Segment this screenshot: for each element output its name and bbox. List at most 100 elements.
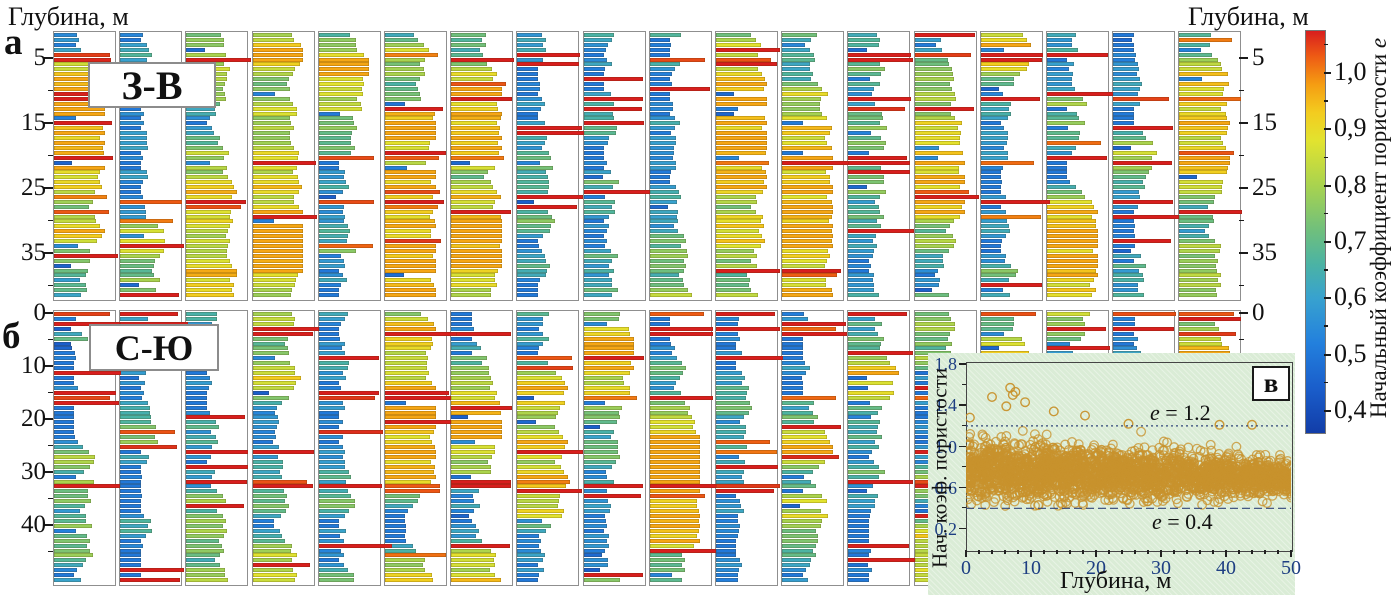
porosity-bar <box>385 331 457 336</box>
porosity-bar <box>318 234 349 239</box>
porosity-bar <box>120 57 147 62</box>
porosity-bar <box>1113 194 1140 199</box>
porosity-bar <box>649 116 675 121</box>
porosity-bar <box>451 273 496 278</box>
porosity-bar <box>649 558 685 563</box>
porosity-bar <box>451 175 484 180</box>
porosity-bar <box>318 219 344 224</box>
porosity-bar <box>54 489 89 494</box>
porosity-bar <box>980 96 1040 101</box>
colorbar-tick-label: 1,0 <box>1334 57 1367 86</box>
porosity-bar <box>186 293 235 298</box>
porosity-bar <box>186 449 248 454</box>
porosity-bar <box>54 425 75 430</box>
porosity-bar <box>649 361 682 366</box>
porosity-bar <box>120 37 141 42</box>
porosity-bar <box>649 47 671 52</box>
porosity-bar <box>517 57 543 62</box>
porosity-bar <box>716 150 766 155</box>
porosity-bar <box>716 82 767 87</box>
porosity-bar <box>782 136 825 141</box>
porosity-bar <box>914 268 939 273</box>
porosity-bar <box>782 214 833 219</box>
porosity-bar <box>649 548 717 553</box>
porosity-bar <box>252 253 304 258</box>
porosity-bar <box>848 459 875 464</box>
porosity-bar <box>120 312 178 316</box>
porosity-bar <box>1113 160 1172 165</box>
porosity-bar <box>716 563 742 568</box>
porosity-bar <box>914 331 950 336</box>
porosity-bar <box>716 140 767 145</box>
porosity-bar <box>1113 52 1137 57</box>
porosity-bar <box>186 371 207 376</box>
porosity-bar <box>716 469 745 474</box>
porosity-bar <box>1047 253 1098 258</box>
porosity-bar <box>451 518 472 523</box>
porosity-bar <box>980 91 1004 96</box>
porosity-bar <box>914 430 939 435</box>
porosity-bar <box>649 209 678 214</box>
porosity-bar <box>186 558 216 563</box>
porosity-bar <box>318 244 373 249</box>
porosity-bar <box>54 405 75 410</box>
porosity-bar <box>848 57 913 62</box>
porosity-bar <box>120 165 141 170</box>
porosity-bar <box>1113 321 1136 326</box>
porosity-bar <box>252 390 270 395</box>
porosity-bar <box>385 121 436 126</box>
porosity-bar <box>451 321 472 326</box>
porosity-bar <box>517 248 543 253</box>
porosity-bar <box>782 42 806 47</box>
porosity-bar <box>120 263 155 268</box>
porosity-bar <box>848 351 913 356</box>
porosity-bar <box>186 42 224 47</box>
porosity-bar <box>1179 77 1202 82</box>
porosity-bar <box>649 214 677 219</box>
ref-line-e-symbol: e <box>1152 509 1162 534</box>
porosity-bar <box>583 175 603 180</box>
porosity-bar <box>583 91 611 96</box>
porosity-bar <box>451 219 502 224</box>
porosity-bar <box>716 209 756 214</box>
porosity-bar <box>385 180 432 185</box>
porosity-bar <box>120 33 143 37</box>
porosity-bar <box>451 430 502 435</box>
porosity-bar <box>583 258 613 263</box>
porosity-bar <box>517 131 584 136</box>
porosity-bar <box>1113 336 1138 341</box>
porosity-bar <box>848 312 907 316</box>
colorbar-tick <box>1324 184 1331 187</box>
porosity-bar <box>782 326 836 331</box>
porosity-bar <box>517 390 565 395</box>
porosity-bar <box>120 131 147 136</box>
porosity-bar <box>318 563 344 568</box>
porosity-bar <box>54 578 82 583</box>
porosity-bar <box>716 479 744 484</box>
porosity-bar <box>186 224 231 229</box>
porosity-bar <box>716 538 737 543</box>
porosity-bar <box>716 165 762 170</box>
porosity-bar <box>318 410 340 415</box>
porosity-bar <box>517 331 543 336</box>
porosity-bar <box>848 293 879 298</box>
porosity-bar <box>451 504 480 509</box>
porosity-bar <box>517 111 538 116</box>
porosity-bar <box>385 263 436 268</box>
porosity-bar <box>318 180 347 185</box>
porosity-bar <box>54 175 98 180</box>
porosity-bar <box>848 464 879 469</box>
porosity-bar <box>649 474 701 479</box>
porosity-bar <box>54 435 76 440</box>
porosity-bar <box>54 504 86 509</box>
porosity-bar <box>716 395 747 400</box>
porosity-bar <box>980 316 1014 321</box>
colorbar <box>1305 30 1326 434</box>
colorbar-tick <box>1324 409 1331 412</box>
porosity-bar <box>1179 155 1231 160</box>
porosity-bar <box>252 469 281 474</box>
porosity-bar <box>649 86 711 91</box>
porosity-bar <box>385 234 432 239</box>
porosity-bar <box>385 106 444 111</box>
porosity-bar <box>583 474 608 479</box>
